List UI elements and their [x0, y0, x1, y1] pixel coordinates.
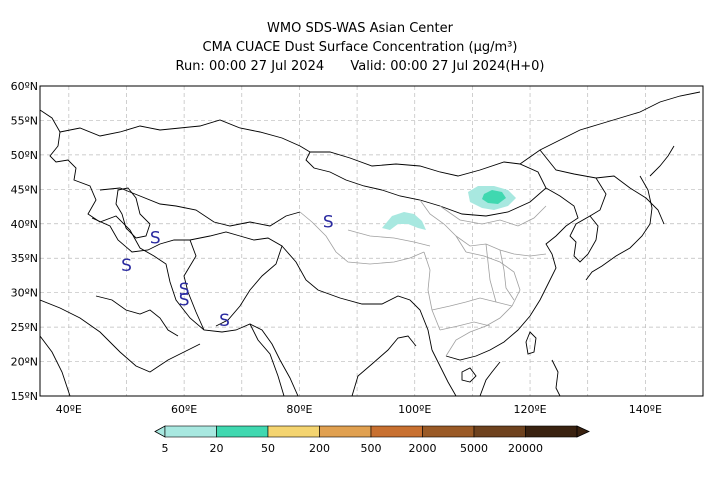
- legend-swatch: [525, 425, 578, 438]
- legend-label: 20000: [508, 442, 543, 455]
- afghan-pak-border: [189, 231, 283, 327]
- latitude-labels: 60ºN 55ºN 50ºN 45ºN 40ºN 35ºN 30ºN 25ºN 20ºN 15ºN: [11, 80, 38, 403]
- legend-label: 200: [309, 442, 330, 455]
- central-provinces: [445, 251, 521, 357]
- lat-label: 50ºN: [11, 149, 38, 162]
- lon-label: 140ºE: [629, 403, 662, 416]
- caspian-sea: [115, 187, 151, 239]
- dust-storm-marker: S: [179, 280, 190, 300]
- coastline-west: [40, 109, 285, 396]
- hainan: [461, 367, 477, 383]
- lat-label: 30ºN: [11, 287, 38, 300]
- legend-swatch: [267, 425, 320, 438]
- kazakh-russia-border: [59, 119, 311, 153]
- color-legend: 5 20 50 200 500 2000 5000 20000: [154, 425, 590, 455]
- korea: [569, 215, 599, 263]
- lat-label: 55ºN: [11, 114, 38, 127]
- dust-storm-marker: S: [121, 256, 132, 276]
- shanxi-hebei: [485, 243, 497, 303]
- graticule: [40, 86, 703, 396]
- lat-label: 35ºN: [11, 252, 38, 265]
- country-borders: [40, 91, 701, 396]
- mongolia-border: [305, 151, 547, 217]
- legend-swatch: [319, 425, 372, 438]
- tibet-sichuan-boundary: [423, 251, 441, 331]
- map-frame: [39, 85, 704, 397]
- legend-arrow-left: [154, 425, 166, 438]
- lat-label: 15ºN: [11, 390, 38, 403]
- lat-label: 45ºN: [11, 183, 38, 196]
- xinjiang-tibet-boundary: [347, 229, 431, 247]
- legend-label: 2000: [409, 442, 437, 455]
- indochina: [431, 349, 501, 396]
- chart-title: WMO SDS-WAS Asian Center: [267, 21, 453, 36]
- valid-time: Valid: 00:00 27 Jul 2024(H+0): [350, 59, 545, 74]
- lat-label: 40ºN: [11, 218, 38, 231]
- legend-label: 500: [361, 442, 382, 455]
- china-east-coast: [445, 187, 579, 361]
- legend-label: 50: [261, 442, 275, 455]
- china-province-borders: [299, 199, 547, 357]
- dust-storm-marker: S: [219, 311, 230, 331]
- red-sea: [40, 335, 71, 396]
- lon-label: 80ºE: [286, 403, 312, 416]
- dust-area-gobi-core: [482, 190, 506, 204]
- dust-storm-marker: S: [323, 213, 334, 233]
- lat-label: 20ºN: [11, 356, 38, 369]
- lon-label: 60ºE: [171, 403, 197, 416]
- longitude-labels: 40ºE 60ºE 80ºE 100ºE 120ºE 140ºE: [56, 403, 662, 416]
- arabia-coast: [40, 299, 201, 373]
- legend-label: 5000: [460, 442, 488, 455]
- russia-east: [519, 91, 701, 225]
- taiwan: [525, 331, 537, 355]
- china-western-border: [299, 211, 425, 265]
- inner-mongolia-boundary: [439, 205, 547, 227]
- hubei-henan: [499, 249, 515, 301]
- southern-provinces: [431, 297, 513, 331]
- india-coast: [249, 323, 417, 396]
- lon-label: 100ºE: [398, 403, 431, 416]
- chart-subtitle: CMA CUACE Dust Surface Concentration (μg…: [202, 40, 518, 55]
- run-time: Run: 00:00 27 Jul 2024: [175, 59, 325, 74]
- dust-area-tarim: [382, 212, 426, 230]
- legend-swatch: [473, 425, 526, 438]
- legend-label: 20: [210, 442, 224, 455]
- basemap: [40, 91, 701, 396]
- persian-gulf: [95, 295, 179, 337]
- legend-label: 5: [162, 442, 169, 455]
- dust-concentration-areas: [382, 186, 516, 230]
- run-valid-line: Run: 00:00 27 Jul 2024 Valid: 00:00 27 J…: [0, 58, 720, 76]
- lat-label: 60ºN: [11, 80, 38, 93]
- india-border: [281, 245, 433, 351]
- lat-label: 25ºN: [11, 321, 38, 334]
- philippines: [551, 359, 561, 396]
- legend-arrow-right: [576, 425, 590, 438]
- legend-swatch: [370, 425, 423, 438]
- dust-storm-marker: S: [179, 291, 190, 311]
- lon-label: 40ºE: [56, 403, 82, 416]
- japan: [585, 145, 675, 281]
- dust-storm-marker: S: [150, 229, 161, 249]
- lon-label: 120ºE: [513, 403, 546, 416]
- legend-swatch: [422, 425, 475, 438]
- legend-swatch: [164, 425, 217, 438]
- legend-swatch: [216, 425, 269, 438]
- iran-border: [91, 217, 205, 331]
- gansu-qinghai-boundary: [419, 199, 467, 253]
- central-asia-border: [99, 187, 301, 227]
